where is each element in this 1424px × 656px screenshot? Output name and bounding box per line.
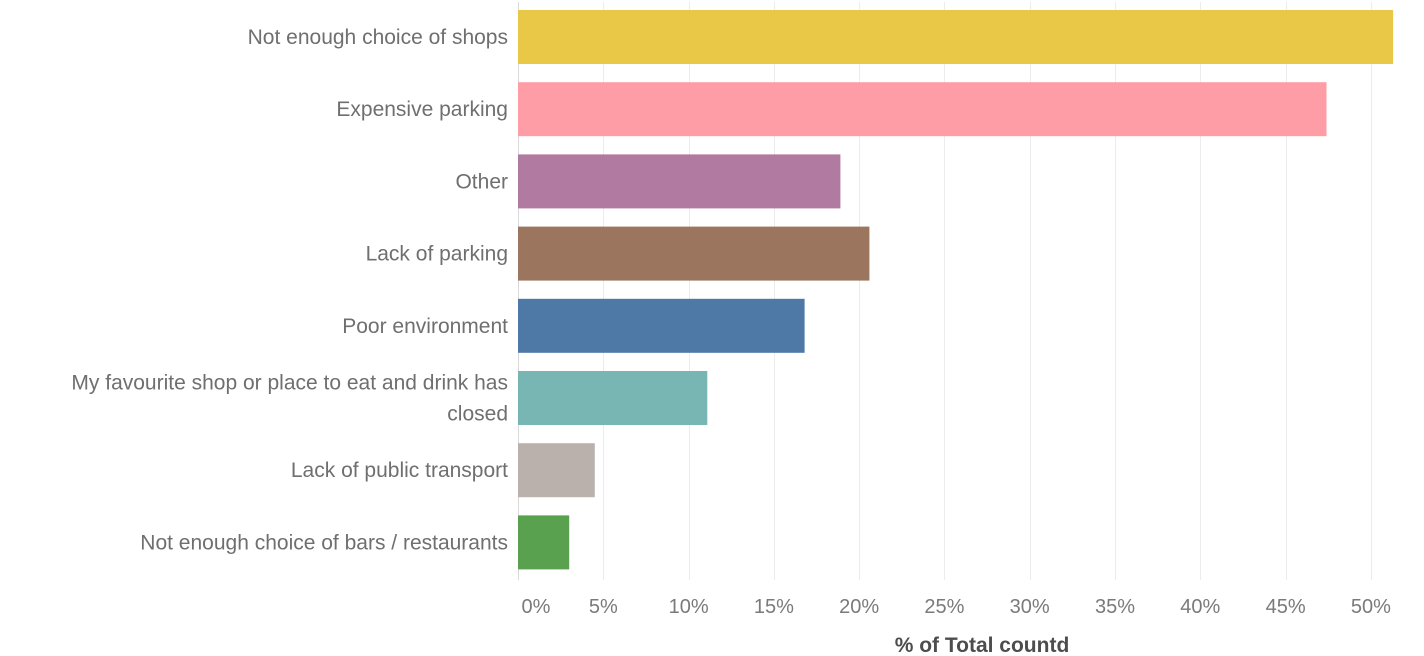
bar-5[interactable] <box>518 298 805 353</box>
category-labels: Not enough choice of shops Expensive park… <box>71 26 508 554</box>
bar-1[interactable] <box>518 10 1394 64</box>
x-tick-label-45: 45% <box>1266 596 1306 618</box>
category-label-3: Other <box>455 170 508 193</box>
category-label-4: Lack of parking <box>366 243 508 266</box>
category-label-6: My favourite shop or place to eat and dr… <box>71 372 508 426</box>
bars <box>518 10 1394 570</box>
x-tick-label-15: 15% <box>754 596 794 618</box>
x-tick-label-5: 5% <box>589 596 618 618</box>
category-label-1: Not enough choice of shops <box>248 26 508 49</box>
bar-6[interactable] <box>518 371 708 425</box>
category-label-7: Lack of public transport <box>291 459 508 482</box>
x-tick-label-10: 10% <box>669 596 709 618</box>
x-tick-label-30: 30% <box>1010 596 1050 618</box>
x-tick-label-20: 20% <box>839 596 879 618</box>
x-axis-ticks: 0% 5% 10% 15% 20% 25% 30% 35% 40% 45% 50% <box>522 596 1392 618</box>
category-label-8: Not enough choice of bars / restaurants <box>140 531 508 554</box>
bar-8[interactable] <box>518 515 570 570</box>
bar-3[interactable] <box>518 154 841 209</box>
category-label-2: Expensive parking <box>336 98 508 121</box>
bar-4[interactable] <box>518 226 870 281</box>
x-tick-label-35: 35% <box>1095 596 1135 618</box>
x-tick-label-0: 0% <box>522 596 551 618</box>
category-label-5: Poor environment <box>342 315 508 338</box>
x-tick-label-50: 50% <box>1351 596 1391 618</box>
x-tick-label-25: 25% <box>924 596 964 618</box>
x-axis-title: % of Total countd <box>895 634 1070 656</box>
x-tick-label-40: 40% <box>1180 596 1220 618</box>
bar-7[interactable] <box>518 443 595 498</box>
bar-2[interactable] <box>518 82 1327 137</box>
